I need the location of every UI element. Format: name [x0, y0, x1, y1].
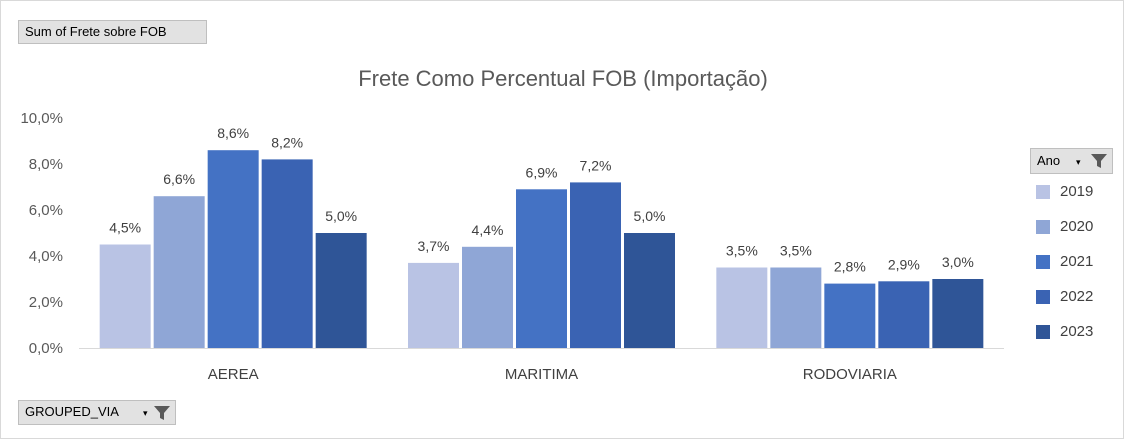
y-tick-label: 0,0%	[29, 340, 63, 357]
legend-label: 2020	[1060, 218, 1094, 235]
data-label: 8,6%	[217, 125, 249, 141]
bar	[207, 150, 259, 348]
legend-swatch	[1036, 255, 1050, 269]
data-label: 3,0%	[942, 254, 974, 270]
value-field-button[interactable]: Sum of Frete sobre FOB	[18, 20, 207, 44]
data-label: 2,9%	[888, 256, 920, 272]
value-field-label: Sum of Frete sobre FOB	[25, 24, 167, 39]
legend-label: 2023	[1060, 323, 1094, 340]
bar	[716, 267, 768, 348]
bar	[99, 244, 151, 348]
bar	[570, 182, 621, 348]
legend-swatch	[1036, 220, 1050, 234]
legend-swatch	[1036, 185, 1050, 199]
y-tick-label: 10,0%	[20, 110, 63, 127]
data-label: 5,0%	[634, 208, 666, 224]
data-label: 8,2%	[271, 134, 303, 150]
data-label: 6,6%	[163, 171, 195, 187]
legend-label: 2021	[1060, 253, 1094, 270]
data-label: 3,7%	[418, 238, 450, 254]
bar	[261, 159, 313, 348]
legend-label: 2022	[1060, 288, 1094, 305]
data-label: 2,8%	[834, 259, 866, 275]
y-tick-label: 2,0%	[29, 294, 63, 311]
bar	[462, 246, 513, 348]
data-label: 7,2%	[580, 157, 612, 173]
data-label: 3,5%	[726, 243, 758, 259]
legend-swatch	[1036, 325, 1050, 339]
data-label: 6,9%	[526, 164, 558, 180]
bar	[315, 233, 367, 348]
legend-field-label: Ano	[1037, 153, 1061, 168]
bar	[770, 267, 822, 348]
x-tick-label: MARITIMA	[505, 366, 578, 383]
x-tick-label: RODOVIARIA	[803, 366, 897, 383]
legend-label: 2019	[1060, 183, 1094, 200]
y-tick-label: 8,0%	[29, 156, 63, 173]
bar	[878, 281, 930, 348]
data-label: 5,0%	[325, 208, 357, 224]
bar	[516, 189, 567, 348]
data-label: 4,4%	[472, 222, 504, 238]
axis-field-button[interactable]: GROUPED_VIA ▾	[18, 400, 176, 425]
bar	[408, 262, 459, 348]
filter-icon	[154, 406, 170, 420]
dropdown-arrow-icon: ▾	[1076, 157, 1081, 167]
chart-title: Frete Como Percentual FOB (Importação)	[358, 66, 768, 91]
x-tick-label: AEREA	[208, 366, 259, 383]
legend-swatch	[1036, 290, 1050, 304]
bar	[153, 196, 205, 348]
legend-field-button[interactable]: Ano ▾	[1030, 148, 1113, 174]
data-label: 4,5%	[109, 220, 141, 236]
y-tick-label: 6,0%	[29, 202, 63, 219]
bar	[824, 283, 876, 348]
filter-icon	[1091, 154, 1107, 168]
axis-field-label: GROUPED_VIA	[25, 404, 119, 419]
bar	[624, 233, 675, 348]
y-tick-label: 4,0%	[29, 248, 63, 265]
data-label: 3,5%	[780, 243, 812, 259]
bar	[932, 279, 984, 348]
dropdown-arrow-icon: ▾	[143, 408, 148, 418]
